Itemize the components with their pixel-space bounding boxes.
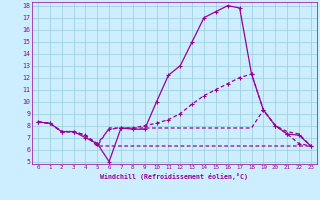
X-axis label: Windchill (Refroidissement éolien,°C): Windchill (Refroidissement éolien,°C) (100, 173, 248, 180)
